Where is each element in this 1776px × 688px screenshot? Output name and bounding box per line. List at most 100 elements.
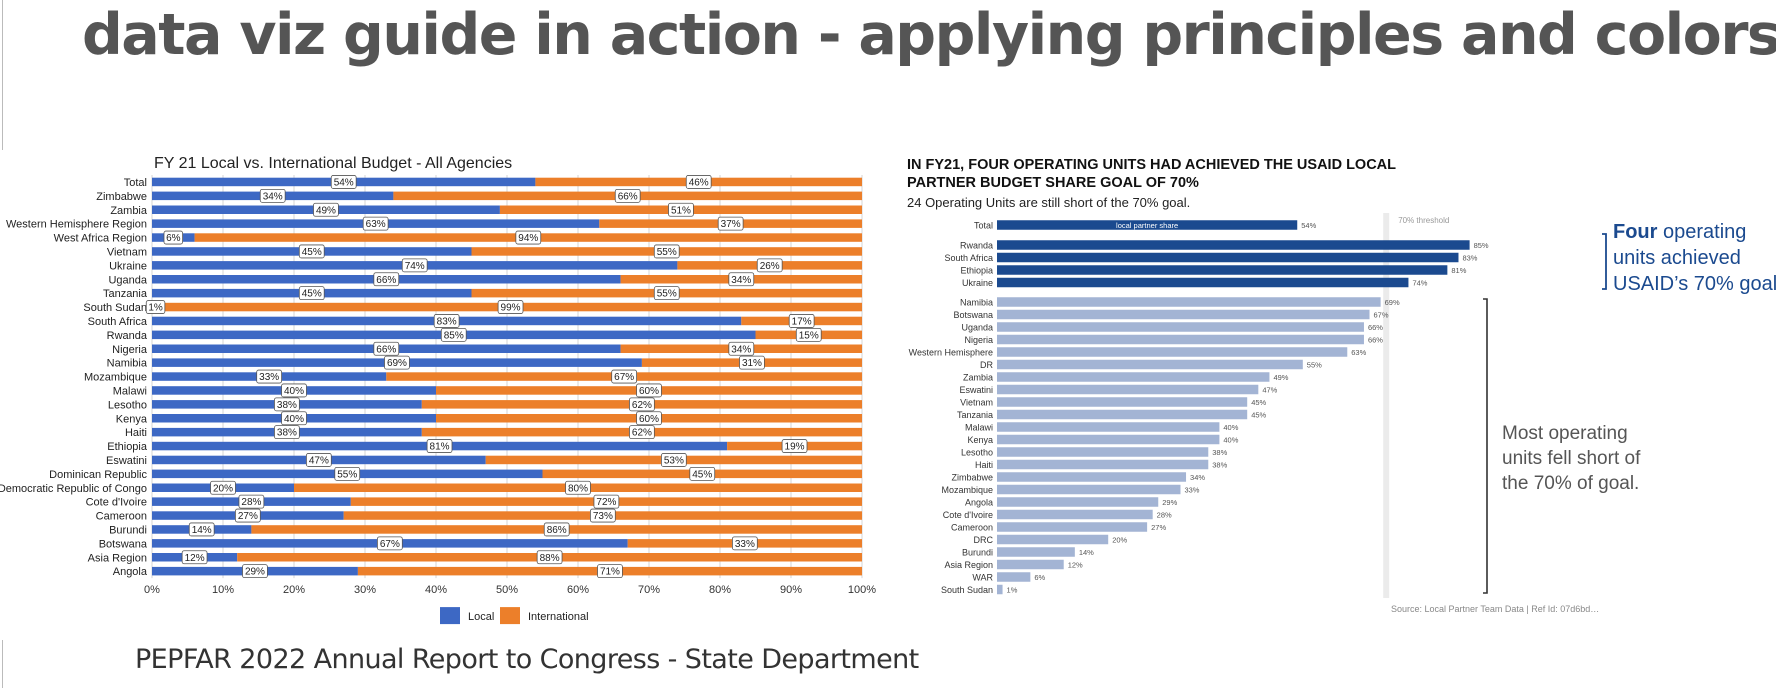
data-label-box [756,258,783,273]
data-label-international: 80% [568,483,588,494]
chart-title: FY 21 Local vs. International Budget - A… [154,155,512,172]
data-label-box [234,508,261,523]
category-label: Cote d'Ivoire [943,510,993,520]
chart-source: Source: Local Partner Team Data | Ref Id… [1391,604,1599,614]
x-tick-label: 30% [354,584,376,596]
data-label-local: 49% [316,205,336,216]
category-label: Ukraine [109,260,147,272]
data-label: 6% [1034,573,1045,582]
data-label-international: 62% [632,428,652,439]
data-label-box [661,453,687,467]
category-label: South Sudan [941,585,993,595]
bar-inline-label: local partner share [1116,221,1178,230]
category-label: Asia Region [88,552,147,564]
data-label-international: 55% [657,289,677,300]
category-label: Haiti [125,427,147,439]
data-label-international: 71% [600,567,620,578]
data-label-international: 99% [501,303,521,314]
category-label: Zimbabwe [96,191,147,203]
data-label-international: 60% [639,414,659,425]
data-label-box [685,175,712,189]
annotation-short-line2: units fell short of [1502,448,1641,469]
data-label-box [653,286,680,301]
category-label: West Africa Region [54,233,147,245]
bar-short-malawi [997,422,1220,432]
category-label: Namibia [960,298,993,308]
annotation-short-line3: the 70% of goal. [1502,473,1639,494]
bar-short-angola [997,497,1159,507]
data-label: 14% [1079,548,1094,557]
bar-short-western-hemisphere [997,347,1348,357]
data-label: 28% [1157,511,1172,520]
data-label: 67% [1374,311,1389,320]
annotation-achieved-line2: units achieved [1613,247,1741,269]
local-vs-international-chart: FY 21 Local vs. International Budget - A… [0,155,876,625]
category-label: DRC [974,535,994,545]
data-label-local: 40% [284,414,304,425]
category-label: Kenya [967,435,993,445]
data-label-international: 34% [731,275,751,286]
bar-achieved-ethiopia [997,265,1448,275]
data-label-local: 66% [376,275,396,286]
data-label: 20% [1112,536,1127,545]
category-label: Burundi [962,548,993,558]
data-label-box [636,411,662,426]
data-label-local: 33% [259,372,279,383]
bar-achieved-ukraine [997,277,1409,288]
data-label-box [536,550,563,565]
data-label-international: 46% [689,177,709,188]
data-label-box [401,258,428,273]
data-label-international: 72% [596,497,616,508]
annotation-achieved-bold: Four [1613,221,1658,243]
data-label: 45% [1251,411,1266,420]
bar-short-nigeria [997,334,1364,345]
data-label: 63% [1351,348,1366,357]
bar-short-burundi [997,547,1075,557]
chart-title-line1: IN FY21, FOUR OPERATING UNITS HAD ACHIEV… [907,157,1396,173]
data-label-box [788,314,815,328]
data-label-box [689,466,716,481]
data-label: 66% [1368,323,1383,332]
data-label-box [593,494,620,509]
category-label: WAR [972,573,993,583]
x-tick-label: 20% [283,584,305,596]
data-label: 38% [1212,461,1227,470]
bar-short-lesotho [997,447,1209,457]
data-label-box [298,286,325,301]
category-label: Vietnam [960,398,993,408]
x-tick-label: 0% [144,584,160,596]
category-label: Democratic Republic of Congo [0,483,147,495]
data-label-local: 28% [241,497,261,508]
data-label-box [636,383,662,398]
bar-short-kenya [997,434,1220,445]
data-label-box [373,341,400,356]
data-label: 38% [1212,448,1227,457]
data-label-box [426,439,453,453]
x-tick-label: 50% [496,584,518,596]
data-label-box [334,466,361,481]
slide-footer: PEPFAR 2022 Annual Report to Congress - … [135,644,919,675]
data-label-local: 83% [437,316,457,327]
threshold-line [1383,213,1390,598]
data-label-local: 47% [309,455,329,466]
annotation-achieved-line1: Four operating [1613,221,1746,243]
x-tick-label: 100% [848,584,876,596]
data-label-local: 54% [334,177,354,188]
data-label-international: 34% [731,344,751,355]
data-label: 29% [1162,498,1177,507]
bar-short-war [997,572,1031,582]
bar-short-namibia [997,297,1381,307]
bar-short-drc [997,534,1109,545]
data-label-international: 17% [792,316,812,327]
data-label-box [259,188,286,203]
category-label: Eswatini [959,385,993,395]
category-label: Zimbabwe [951,473,993,483]
data-label-box [145,300,166,314]
chart-subtitle: 24 Operating Units are still short of th… [907,195,1190,210]
category-label: Cameroon [951,523,993,533]
data-label-local: 29% [245,567,265,578]
data-label-local: 6% [166,233,181,244]
category-label: Eswatini [106,455,147,467]
data-label-box [433,314,460,328]
data-label: 69% [1385,298,1400,307]
